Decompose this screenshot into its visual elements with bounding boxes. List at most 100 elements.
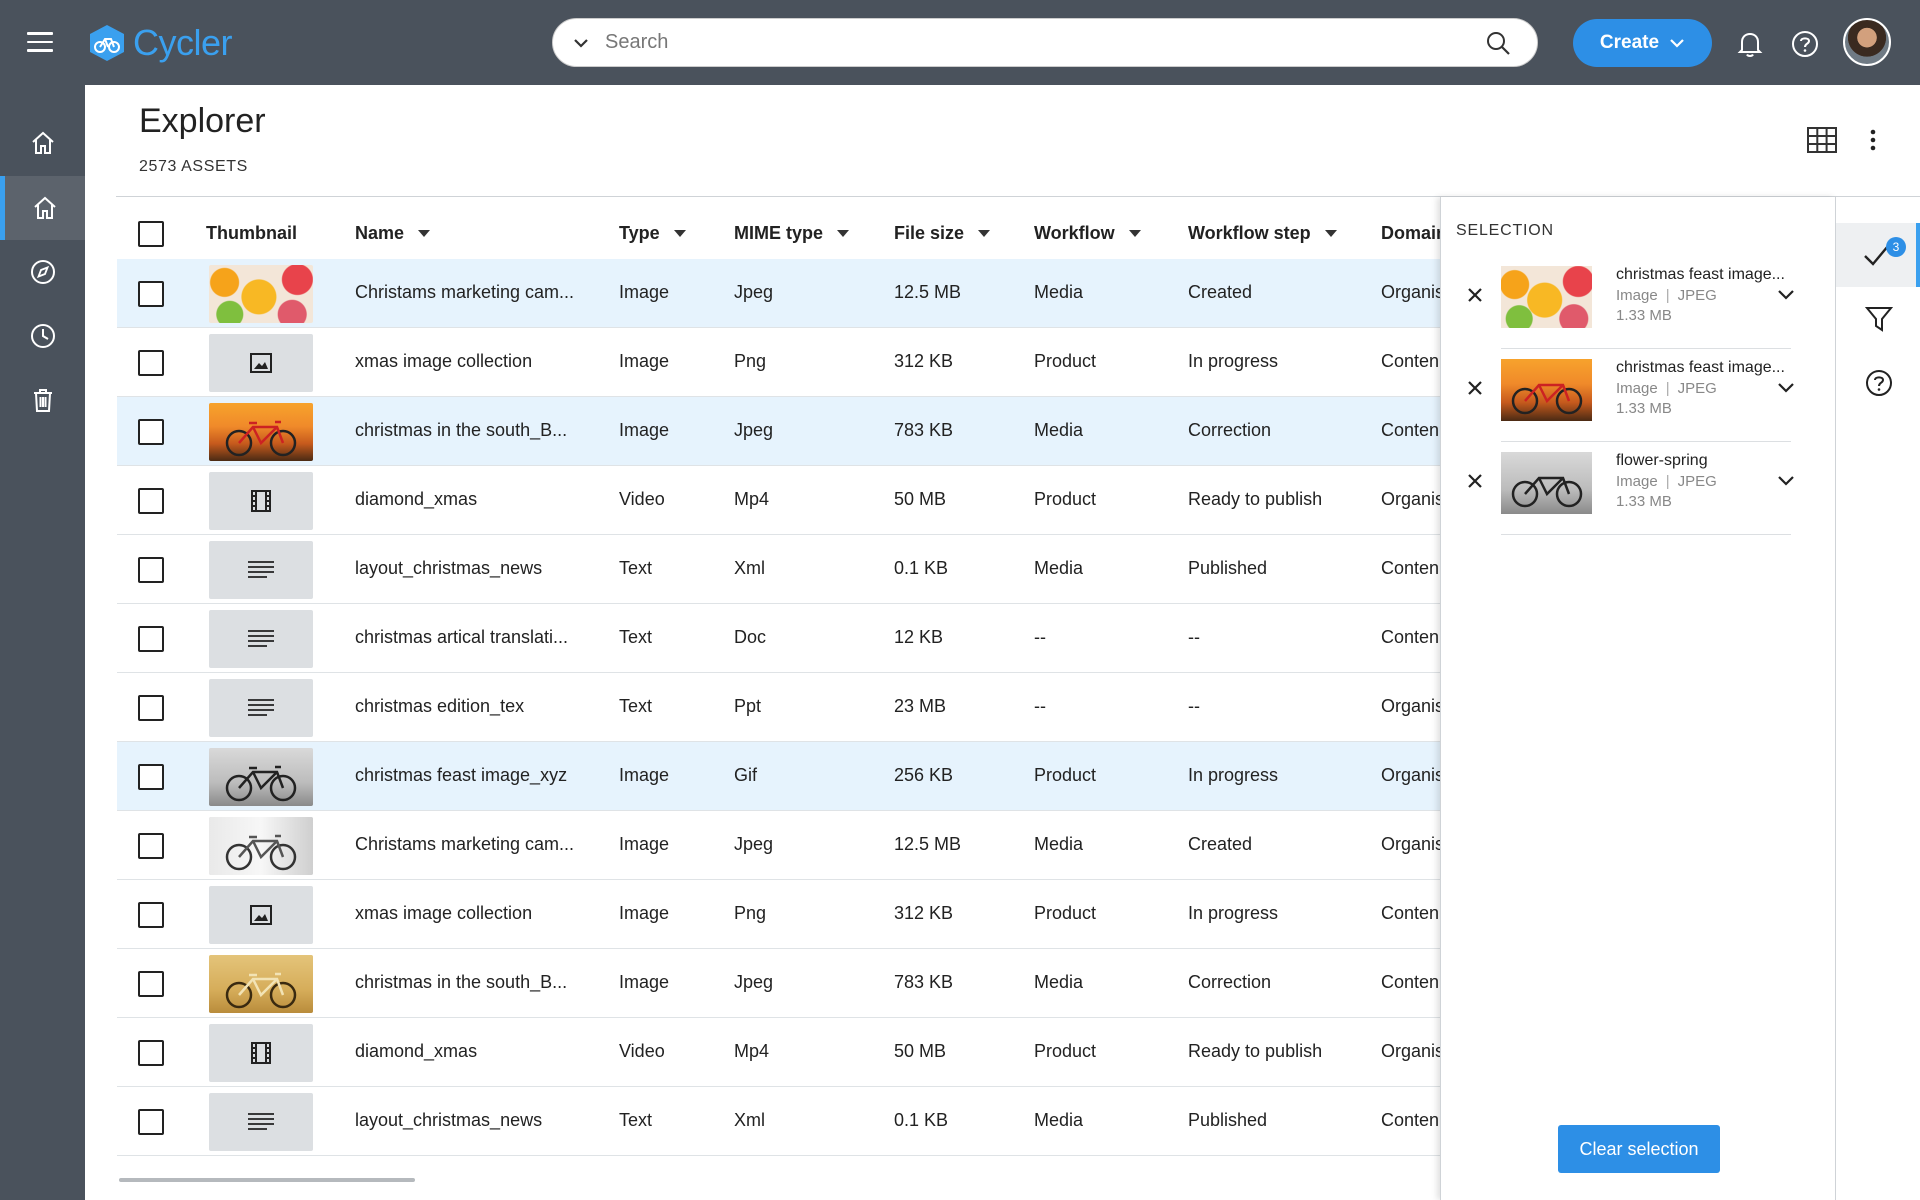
thumbnail[interactable]	[209, 334, 313, 392]
rail-filter[interactable]	[1836, 287, 1920, 351]
thumbnail[interactable]	[209, 1024, 313, 1082]
table-row[interactable]: Christams marketing cam... Image Jpeg 12…	[117, 811, 1440, 880]
clear-selection-button[interactable]: Clear selection	[1558, 1125, 1720, 1173]
row-checkbox[interactable]	[138, 833, 164, 859]
cell-workflow: Media	[1034, 972, 1084, 992]
thumbnail[interactable]	[209, 403, 313, 461]
table-row[interactable]: diamond_xmas Video Mp4 50 MB Product Rea…	[117, 1018, 1440, 1087]
row-checkbox[interactable]	[138, 350, 164, 376]
close-icon[interactable]	[1466, 286, 1484, 304]
row-checkbox[interactable]	[138, 1040, 164, 1066]
cell-name[interactable]: christmas feast image_xyz	[355, 765, 568, 785]
column-name[interactable]: Name	[355, 223, 431, 244]
close-icon[interactable]	[1466, 472, 1484, 490]
row-checkbox[interactable]	[138, 902, 164, 928]
thumbnail[interactable]	[209, 748, 313, 806]
chevron-down-icon[interactable]	[1776, 381, 1796, 395]
select-all-checkbox[interactable]	[138, 221, 164, 247]
thumbnail[interactable]	[209, 679, 313, 737]
clock-icon	[30, 324, 55, 348]
cell-name[interactable]: Christams marketing cam...	[355, 834, 575, 854]
thumbnail[interactable]	[209, 817, 313, 875]
nav-recent[interactable]	[0, 304, 85, 368]
search-input[interactable]	[605, 31, 1485, 54]
table-row[interactable]: layout_christmas_news Text Xml 0.1 KB Me…	[117, 1087, 1440, 1156]
row-checkbox[interactable]	[138, 626, 164, 652]
search-bar[interactable]	[552, 18, 1538, 67]
selection-count-badge: 3	[1886, 237, 1906, 257]
nav-home[interactable]	[0, 111, 85, 175]
cell-name[interactable]: layout_christmas_news	[355, 558, 543, 578]
table-row[interactable]: layout_christmas_news Text Xml 0.1 KB Me…	[117, 535, 1440, 604]
selection-thumbnail	[1501, 452, 1592, 514]
create-button[interactable]: Create	[1573, 19, 1712, 67]
table-row[interactable]: Christams marketing cam... Image Jpeg 12…	[117, 259, 1440, 328]
cell-name[interactable]: diamond_xmas	[355, 489, 478, 509]
table-row[interactable]: xmas image collection Image Png 312 KB P…	[117, 880, 1440, 949]
column-file-size[interactable]: File size	[894, 223, 991, 244]
table-row[interactable]: christmas in the south_B... Image Jpeg 7…	[117, 397, 1440, 466]
nav-discover[interactable]	[0, 240, 85, 304]
nav-trash[interactable]	[0, 368, 85, 432]
row-checkbox[interactable]	[138, 971, 164, 997]
table-row[interactable]: diamond_xmas Video Mp4 50 MB Product Rea…	[117, 466, 1440, 535]
cell-name[interactable]: christmas in the south_B...	[355, 420, 568, 440]
cell-name[interactable]: xmas image collection	[355, 903, 533, 923]
more-options-icon[interactable]	[1867, 124, 1879, 156]
selection-item[interactable]: christmas feast image... Image | JPEG 1.33…	[1455, 256, 1795, 349]
column-workflow[interactable]: Workflow	[1034, 223, 1141, 244]
table-row[interactable]: xmas image collection Image Png 312 KB P…	[117, 328, 1440, 397]
thumbnail[interactable]	[209, 541, 313, 599]
table-row[interactable]: christmas artical translati... Text Doc …	[117, 604, 1440, 673]
grid-view-icon[interactable]	[1806, 124, 1838, 156]
cell-workflow-step: Correction	[1188, 420, 1272, 440]
thumbnail[interactable]	[209, 472, 313, 530]
bell-icon[interactable]	[1736, 29, 1764, 59]
column-type[interactable]: Type	[619, 223, 686, 244]
cell-workflow: Media	[1034, 834, 1084, 854]
nav-explorer[interactable]	[0, 176, 85, 240]
thumbnail[interactable]	[209, 955, 313, 1013]
image-icon	[250, 353, 272, 373]
cell-name[interactable]: christmas edition_tex	[355, 696, 525, 716]
search-icon[interactable]	[1485, 30, 1511, 56]
row-checkbox[interactable]	[138, 764, 164, 790]
column-workflow-step[interactable]: Workflow step	[1188, 223, 1337, 244]
cell-name[interactable]: Christams marketing cam...	[355, 282, 575, 302]
app-logo[interactable]: Cycler	[86, 20, 233, 66]
cell-name[interactable]: christmas artical translati...	[355, 627, 569, 647]
cell-name[interactable]: diamond_xmas	[355, 1041, 478, 1061]
user-avatar[interactable]	[1843, 18, 1891, 66]
thumbnail[interactable]	[209, 265, 313, 323]
help-icon[interactable]	[1790, 29, 1820, 59]
rail-selection[interactable]: 3	[1836, 223, 1920, 287]
row-checkbox[interactable]	[138, 1109, 164, 1135]
cell-name[interactable]: layout_christmas_news	[355, 1110, 543, 1130]
cell-type: Text	[619, 1110, 653, 1130]
chevron-down-icon[interactable]	[1776, 288, 1796, 302]
rail-help[interactable]	[1836, 351, 1920, 415]
cell-name[interactable]: christmas in the south_B...	[355, 972, 568, 992]
cell-name[interactable]: xmas image collection	[355, 351, 533, 371]
table-row[interactable]: christmas in the south_B... Image Jpeg 7…	[117, 949, 1440, 1018]
thumbnail[interactable]	[209, 610, 313, 668]
row-checkbox[interactable]	[138, 281, 164, 307]
selection-item[interactable]: flower-spring Image | JPEG 1.33 MB	[1455, 442, 1795, 535]
close-icon[interactable]	[1466, 379, 1484, 397]
horizontal-scrollbar[interactable]	[119, 1178, 415, 1182]
column-domain[interactable]: Domain	[1381, 223, 1440, 243]
selection-item[interactable]: christmas feast image... Image | JPEG 1.33…	[1455, 349, 1795, 442]
citrus-image	[209, 265, 313, 323]
row-checkbox[interactable]	[138, 695, 164, 721]
chevron-down-icon[interactable]	[1776, 474, 1796, 488]
menu-icon[interactable]	[27, 32, 53, 54]
row-checkbox[interactable]	[138, 419, 164, 445]
thumbnail[interactable]	[209, 886, 313, 944]
chevron-down-icon[interactable]	[571, 33, 591, 53]
row-checkbox[interactable]	[138, 557, 164, 583]
column-mime-type[interactable]: MIME type	[734, 223, 850, 244]
row-checkbox[interactable]	[138, 488, 164, 514]
table-row[interactable]: christmas feast image_xyz Image Gif 256 …	[117, 742, 1440, 811]
table-row[interactable]: christmas edition_tex Text Ppt 23 MB -- …	[117, 673, 1440, 742]
thumbnail[interactable]	[209, 1093, 313, 1151]
